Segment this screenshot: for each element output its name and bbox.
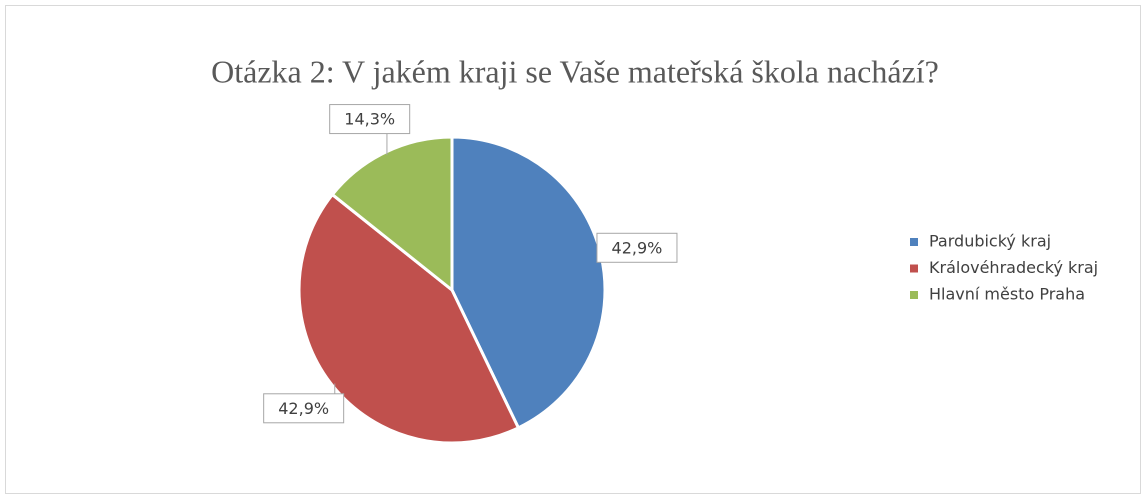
legend-label: Hlavní město Praha	[929, 285, 1085, 304]
chart-title: Otázka 2: V jakém kraji se Vaše mateřská…	[211, 53, 939, 89]
data-label-box	[596, 232, 678, 263]
data-label-box	[263, 393, 345, 424]
legend-swatch	[910, 264, 918, 273]
legend-label: Královéhradecký kraj	[929, 258, 1098, 277]
pie-slice	[330, 135, 454, 294]
legend-swatch	[910, 291, 918, 299]
data-label: 42,9%	[612, 238, 663, 257]
pie-slice	[297, 192, 521, 445]
data-label-box	[329, 104, 411, 135]
data-label: 42,9%	[278, 399, 329, 418]
legend-label: Pardubický kraj	[929, 232, 1051, 251]
data-label: 14,3%	[344, 110, 395, 129]
legend-swatch	[910, 238, 918, 246]
